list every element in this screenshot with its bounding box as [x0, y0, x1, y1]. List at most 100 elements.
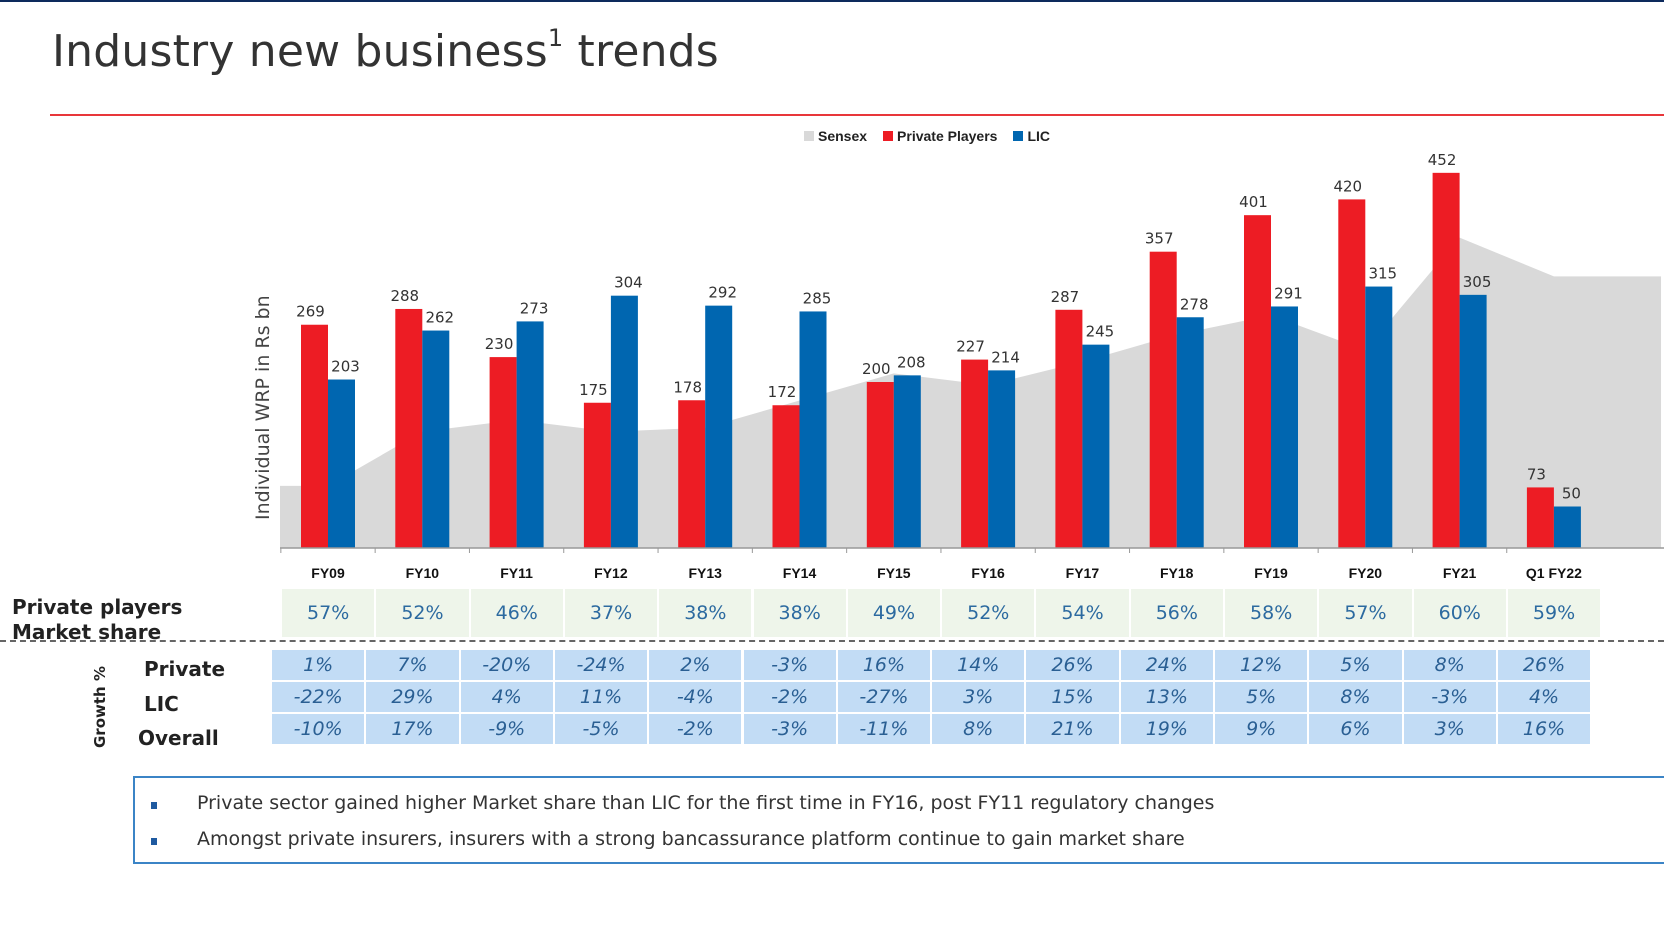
lic-bar-fy20: [1365, 286, 1393, 548]
growth-cell-private: 7%: [366, 650, 461, 680]
growth-cell-lic: 5%: [1215, 682, 1310, 712]
growth-cell-overall: -5%: [554, 714, 650, 744]
lic-value-label: 245: [1086, 323, 1115, 341]
x-tick-label: FY17: [1066, 565, 1100, 581]
market-share-cell: 58%: [1225, 589, 1320, 637]
x-tick-label: Q1 FY22: [1526, 565, 1582, 581]
private-value-label: 200: [862, 360, 891, 378]
market-share-cell: 56%: [1130, 589, 1225, 637]
private-bar-fy18: [1149, 251, 1177, 548]
lic-bar-fy12: [610, 295, 638, 548]
growth-cell-overall: -2%: [649, 714, 744, 744]
lic-bar-q1-fy22: [1553, 506, 1581, 548]
private-bar-fy11: [489, 357, 517, 548]
market-share-cell: 57%: [1319, 589, 1414, 637]
growth-cell-private: -20%: [460, 650, 555, 680]
market-share-cell: 54%: [1036, 589, 1131, 637]
private-value-label: 73: [1527, 465, 1546, 483]
lic-value-label: 304: [614, 274, 643, 292]
growth-cell-lic: -4%: [649, 682, 744, 712]
private-value-label: 420: [1333, 177, 1362, 195]
private-bar-fy13: [678, 400, 706, 548]
lic-bar-fy10: [422, 330, 450, 548]
growth-cell-private: 16%: [837, 650, 933, 680]
growth-cell-lic: 3%: [932, 682, 1027, 712]
lic-value-label: 273: [520, 299, 549, 317]
lic-bar-fy19: [1271, 306, 1298, 548]
legend-item-private: Private Players: [883, 128, 997, 144]
growth-cell-lic: 4%: [460, 682, 555, 712]
growth-cell-private: 26%: [1497, 650, 1593, 680]
private-bar-fy14: [772, 405, 800, 548]
chart-legend: Sensex Private Players LIC: [804, 128, 1050, 144]
x-tick-label: FY15: [877, 565, 911, 581]
growth-cell-private: 8%: [1403, 650, 1498, 680]
x-tick-label: FY12: [594, 565, 628, 581]
legend-label-lic: LIC: [1027, 128, 1051, 144]
lic-bar-fy14: [799, 311, 827, 548]
growth-cell-private: 24%: [1120, 650, 1215, 680]
private-value-label: 172: [768, 383, 797, 401]
lic-bar-fy13: [705, 305, 733, 548]
growth-cell-lic: 29%: [366, 682, 461, 712]
lic-bar-fy16: [988, 370, 1016, 548]
lic-value-label: 285: [803, 289, 832, 307]
x-tick-label: FY16: [971, 565, 1005, 581]
growth-row-label-lic: LIC: [144, 692, 179, 716]
growth-cell-overall: -11%: [837, 714, 933, 744]
growth-cell-lic: 15%: [1026, 682, 1121, 712]
private-value-label: 452: [1428, 151, 1457, 169]
growth-cell-lic: 11%: [554, 682, 650, 712]
bullet-icon: [151, 838, 157, 845]
growth-cell-overall: 17%: [366, 714, 461, 744]
x-tick-label: FY09: [311, 565, 345, 581]
market-share-cell: 52%: [376, 589, 471, 637]
private-bar-fy20: [1338, 199, 1366, 548]
lic-bar-fy11: [516, 321, 544, 548]
x-tick-label: FY19: [1254, 565, 1288, 581]
market-share-cell: 49%: [847, 589, 943, 637]
lic-value-label: 203: [331, 358, 360, 376]
growth-cell-overall: 16%: [1497, 714, 1593, 744]
growth-axis-label: Growth %: [91, 666, 109, 748]
growth-row-label-overall: Overall: [138, 726, 219, 750]
market-share-label-line1: Private players: [12, 595, 183, 619]
x-tick-label: FY14: [783, 565, 817, 581]
private-bar-fy09: [301, 324, 328, 548]
title-text-tail: trends: [563, 26, 719, 77]
market-share-cell: 38%: [659, 589, 754, 637]
growth-cell-overall: 6%: [1309, 714, 1404, 744]
lic-bar-fy18: [1176, 317, 1204, 548]
title-text: Industry new business: [52, 26, 548, 77]
notes-box: Private sector gained higher Market shar…: [133, 776, 1664, 864]
title-divider: [50, 114, 1664, 116]
growth-cell-overall: 19%: [1120, 714, 1215, 744]
growth-cell-private: 1%: [272, 650, 367, 680]
market-share-cell: 37%: [564, 589, 660, 637]
lic-value-label: 278: [1180, 295, 1209, 313]
growth-cell-private: 26%: [1026, 650, 1121, 680]
lic-value-label: 214: [991, 348, 1020, 366]
x-tick-label: FY11: [500, 565, 533, 581]
market-share-cell: 57%: [282, 589, 377, 637]
x-tick-label: FY21: [1443, 565, 1477, 581]
growth-cell-private: -3%: [743, 650, 838, 680]
lic-value-label: 292: [708, 284, 737, 302]
legend-item-lic: LIC: [1013, 128, 1050, 144]
private-value-label: 288: [390, 287, 419, 305]
private-value-label: 175: [579, 381, 608, 399]
private-value-label: 357: [1145, 230, 1174, 248]
growth-cell-overall: -3%: [743, 714, 838, 744]
growth-cell-private: 14%: [932, 650, 1027, 680]
private-bar-fy19: [1244, 215, 1271, 549]
private-value-label: 230: [485, 335, 514, 353]
growth-cell-overall: -10%: [272, 714, 367, 744]
private-bar-fy21: [1432, 172, 1460, 548]
growth-cell-lic: -27%: [837, 682, 933, 712]
growth-cell-overall: 21%: [1026, 714, 1121, 744]
growth-row-label-private: Private: [144, 657, 226, 681]
private-bar-fy12: [583, 402, 611, 548]
x-tick-label: FY18: [1160, 565, 1194, 581]
growth-cell-overall: 3%: [1403, 714, 1498, 744]
private-value-label: 227: [956, 338, 985, 356]
